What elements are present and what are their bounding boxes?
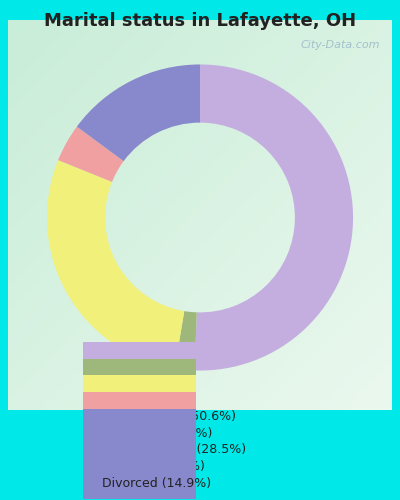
Wedge shape [175,311,197,370]
Wedge shape [77,64,200,161]
Wedge shape [58,126,124,182]
Wedge shape [195,64,353,370]
Legend: Now married (50.6%), Separated (2.1%), Never married (28.5%), Widowed (4.0%), Di: Now married (50.6%), Separated (2.1%), N… [78,405,251,495]
Wedge shape [47,160,184,368]
Text: City-Data.com: City-Data.com [301,40,380,50]
Text: Marital status in Lafayette, OH: Marital status in Lafayette, OH [44,12,356,30]
